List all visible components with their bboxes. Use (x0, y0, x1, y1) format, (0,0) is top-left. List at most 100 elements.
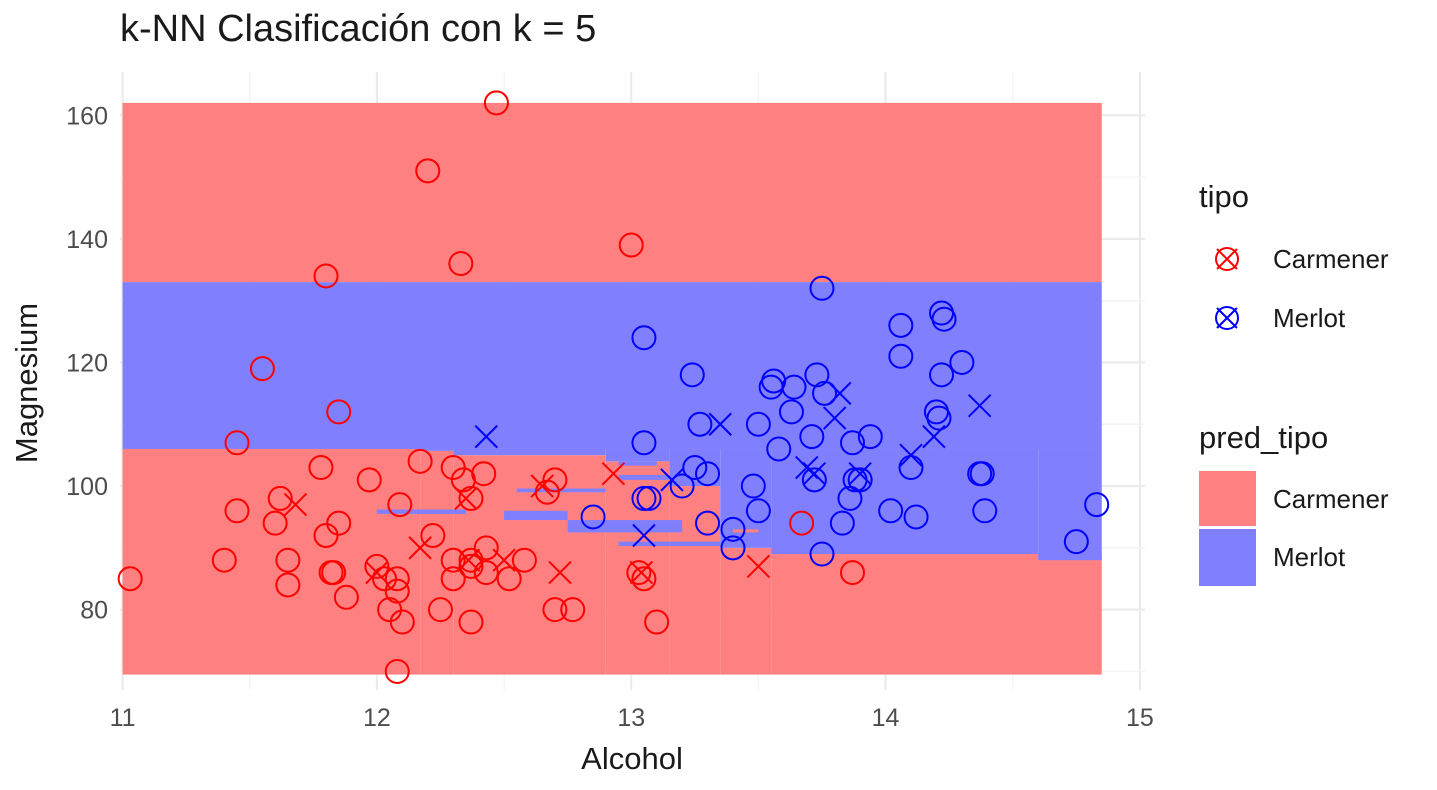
x-marker-stroke (802, 461, 827, 486)
point-merlot-circle (781, 374, 807, 400)
point-carmener-x (492, 548, 516, 572)
point-carmener-circle (626, 560, 652, 586)
point-carmener-circle (389, 609, 415, 635)
point-carmener-circle (840, 560, 866, 586)
x-marker-stroke (365, 560, 389, 585)
point-merlot-x (632, 523, 656, 548)
point-carmener-circle (262, 510, 288, 536)
point-carmener-circle (326, 510, 352, 536)
point-carmener-circle (420, 523, 446, 548)
point-merlot-circle (804, 362, 830, 388)
decision-region-carmener (720, 547, 772, 675)
point-carmener-x (601, 461, 626, 486)
x-tick-label: 15 (1126, 704, 1154, 732)
x-axis-title: Alcohol (581, 741, 683, 776)
point-merlot-circle (903, 504, 929, 530)
point-carmener-circle (618, 232, 644, 258)
point-merlot-circle (857, 424, 883, 450)
point-carmener-x (530, 474, 554, 498)
legend-key-pred-merlot (1199, 529, 1256, 586)
y-tick-label: 120 (66, 349, 108, 377)
decision-region-merlot (122, 282, 1102, 449)
legend-key-pred-carmener (1199, 471, 1256, 526)
point-merlot-circle (682, 455, 708, 481)
decision-region-merlot (453, 448, 606, 456)
point-merlot-circle (636, 485, 662, 511)
point-merlot-circle (766, 436, 792, 462)
point-carmener-circle (542, 467, 568, 493)
x-marker-stroke (548, 560, 572, 585)
x-marker-stroke (848, 461, 872, 486)
point-carmener-circle (211, 547, 237, 573)
x-tick-label: 14 (872, 704, 900, 732)
x-marker-stroke (922, 424, 946, 449)
x-marker-stroke (822, 406, 847, 430)
point-merlot-circle (580, 504, 606, 530)
x-tick-label: 11 (110, 704, 136, 732)
point-carmener-x (456, 548, 481, 572)
decision-regions (122, 102, 1102, 675)
point-carmener-circle (364, 553, 390, 579)
point-carmener-x (283, 492, 308, 517)
point-merlot-circle (972, 498, 998, 524)
point-merlot-circle (720, 535, 746, 561)
x-marker-stroke (795, 455, 819, 480)
x-marker-stroke (967, 394, 992, 418)
point-carmener-circle (458, 553, 484, 579)
point-merlot-circle (1084, 492, 1110, 518)
point-merlot-circle (949, 349, 975, 375)
point-carmener-circle (560, 597, 586, 623)
decision-region-merlot (669, 448, 721, 487)
decision-region-carmener (771, 554, 1102, 675)
decision-region-merlot (1038, 448, 1102, 561)
point-carmener-circle (496, 566, 522, 592)
point-carmener-circle (631, 566, 657, 592)
x-marker-stroke (474, 424, 498, 449)
point-merlot-circle (969, 461, 995, 487)
point-carmener-circle (384, 566, 410, 592)
point-carmener-circle (448, 251, 474, 277)
x-marker-stroke (629, 560, 654, 585)
point-carmener-circle (427, 597, 453, 623)
legend-title-tipo: tipo (1199, 179, 1249, 214)
x-marker-stroke (632, 523, 656, 548)
point-carmener-circle (224, 430, 250, 456)
point-carmener-circle (644, 609, 670, 635)
point-carmener-circle (458, 547, 484, 573)
decision-region-merlot (376, 509, 466, 514)
x-marker-stroke (899, 443, 923, 467)
point-carmener-circle (384, 658, 410, 684)
decision-region-merlot (618, 541, 721, 547)
point-carmener-circle (356, 467, 382, 493)
point-carmener-x (408, 536, 432, 560)
point-merlot-circle (809, 275, 835, 301)
point-carmener-circle (483, 90, 509, 116)
point-carmener-circle (224, 498, 250, 524)
decision-region-carmener (122, 102, 1102, 283)
point-carmener-circle (117, 566, 143, 592)
point-merlot-x (848, 461, 872, 486)
legend-title-pred-tipo: pred_tipo (1199, 420, 1328, 455)
decision-region-merlot (618, 461, 657, 466)
x-marker-stroke (454, 486, 478, 511)
point-merlot-circle (847, 467, 873, 493)
x-marker-stroke (492, 548, 516, 572)
decision-region-carmener (732, 529, 759, 533)
legend: tipo Carmener Merlot pred_tipo Carmener … (1199, 179, 1389, 586)
x-tick-label: 13 (617, 704, 645, 732)
point-merlot-x (922, 424, 946, 449)
legend-label-tipo-merlot: Merlot (1273, 303, 1346, 333)
point-merlot-x (967, 394, 992, 418)
point-merlot-circle (631, 325, 657, 351)
point-carmener-x (746, 554, 771, 579)
point-carmener-circle (267, 485, 293, 511)
legend-key-tipo-carmener (1215, 247, 1239, 271)
point-merlot-circle (695, 461, 721, 487)
y-tick-label: 160 (66, 102, 108, 130)
point-carmener-circle (458, 609, 484, 635)
point-merlot-circle (926, 405, 952, 431)
point-merlot-circle (931, 306, 957, 332)
x-marker-stroke (601, 461, 626, 486)
point-carmener-circle (473, 560, 499, 586)
